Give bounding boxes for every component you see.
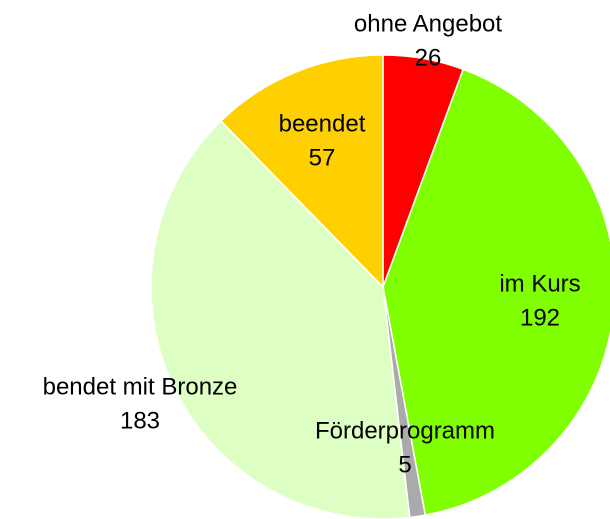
slice-value: 26 xyxy=(415,44,442,71)
slice-label: bendet mit Bronze xyxy=(43,373,238,400)
slice-value: 192 xyxy=(520,304,560,331)
slice-label: im Kurs xyxy=(499,270,580,297)
slice-value: 57 xyxy=(309,144,336,171)
slice-value: 183 xyxy=(120,407,160,434)
pie-slice xyxy=(382,68,610,516)
slice-label: Förderprogramm xyxy=(315,417,495,444)
slice-label: ohne Angebot xyxy=(354,10,502,37)
pie-slice xyxy=(150,119,411,519)
slice-value: 5 xyxy=(398,451,411,478)
slice-label: beendet xyxy=(279,110,366,137)
pie-slice xyxy=(219,54,384,289)
